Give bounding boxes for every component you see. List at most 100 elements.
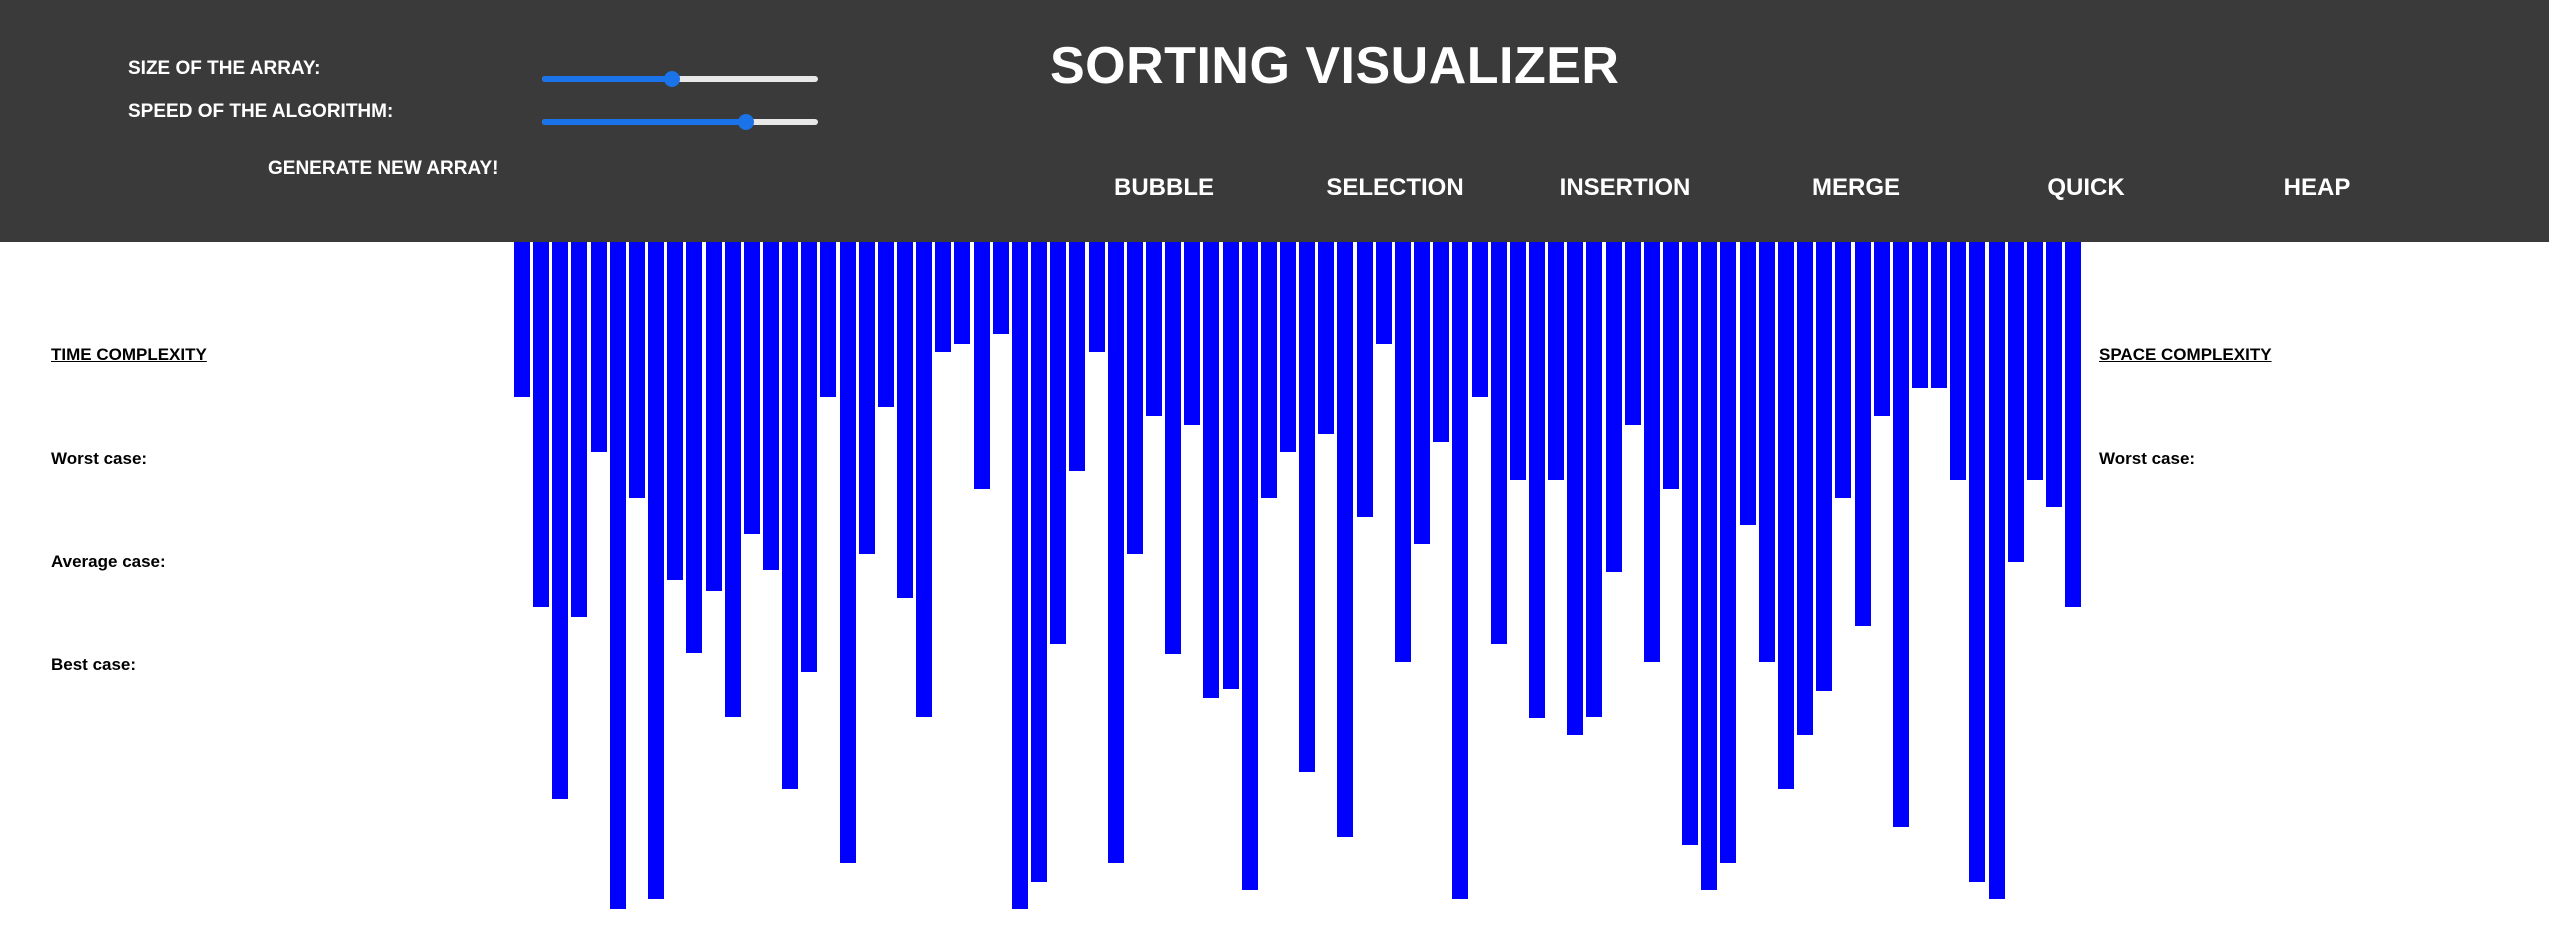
- array-bar: [1816, 242, 1832, 691]
- array-bar: [1989, 242, 2005, 899]
- array-bar: [629, 242, 645, 498]
- array-size-slider[interactable]: [542, 71, 818, 87]
- time-worst-case-label: Worst case:: [51, 449, 148, 468]
- array-bar: [667, 242, 683, 580]
- array-bar: [1950, 242, 1966, 480]
- space-complexity-heading: SPACE COMPLEXITY: [2099, 345, 2272, 364]
- array-bar: [1395, 242, 1411, 662]
- array-bar: [1663, 242, 1679, 489]
- array-bar: [1529, 242, 1545, 718]
- array-bar: [1893, 242, 1909, 827]
- array-bar: [2027, 242, 2043, 480]
- array-bar: [1567, 242, 1583, 735]
- merge-sort-button[interactable]: MERGE: [1811, 174, 1900, 201]
- array-bar: [1050, 242, 1066, 644]
- array-bar: [993, 242, 1009, 334]
- array-bar: [1835, 242, 1851, 498]
- array-bar: [591, 242, 607, 452]
- array-bar: [1203, 242, 1219, 698]
- array-bar: [1280, 242, 1296, 452]
- array-bar: [1778, 242, 1794, 789]
- algorithm-speed-slider[interactable]: [542, 114, 818, 130]
- array-bar: [1318, 242, 1334, 434]
- array-bar: [1108, 242, 1124, 863]
- array-bar: [2046, 242, 2062, 507]
- array-bars: [0, 242, 2549, 939]
- space-worst-case-label: Worst case:: [2099, 449, 2196, 468]
- array-bar: [1548, 242, 1564, 480]
- bubble-sort-button[interactable]: BUBBLE: [1114, 174, 1214, 201]
- array-bar: [1012, 242, 1028, 909]
- array-bar: [2008, 242, 2024, 562]
- array-bar: [1720, 242, 1736, 863]
- array-bar: [1089, 242, 1105, 352]
- array-bar: [725, 242, 741, 717]
- array-bar: [1146, 242, 1162, 416]
- array-bar: [1912, 242, 1928, 388]
- array-bar: [897, 242, 913, 598]
- array-bar: [1031, 242, 1047, 882]
- array-bar: [744, 242, 760, 534]
- header: SIZE OF THE ARRAY: SPEED OF THE ALGORITH…: [0, 0, 2549, 242]
- array-bar: [1931, 242, 1947, 388]
- heap-sort-button[interactable]: HEAP: [2283, 174, 2351, 201]
- array-size-slider-track: [542, 76, 818, 82]
- array-bar: [1433, 242, 1449, 442]
- array-bar: [571, 242, 587, 617]
- array-bar: [1740, 242, 1756, 525]
- array-bar: [974, 242, 990, 489]
- generate-new-array-button[interactable]: GENERATE NEW ARRAY!: [268, 158, 499, 179]
- array-bar: [2065, 242, 2081, 607]
- array-bar: [1797, 242, 1813, 735]
- array-bar: [1759, 242, 1775, 662]
- array-bar: [878, 242, 894, 407]
- array-bar: [1357, 242, 1373, 517]
- algorithm-speed-slider-fill: [542, 119, 747, 125]
- array-bar: [1261, 242, 1277, 498]
- quick-sort-button[interactable]: QUICK: [2047, 174, 2125, 201]
- array-bar: [1414, 242, 1430, 544]
- time-best-case-label: Best case:: [51, 655, 137, 674]
- array-bar: [1184, 242, 1200, 425]
- array-size-slider-thumb[interactable]: [663, 71, 680, 87]
- array-bar: [840, 242, 856, 863]
- array-bar: [1223, 242, 1239, 689]
- array-bar: [1452, 242, 1468, 899]
- insertion-sort-button[interactable]: INSERTION: [1559, 174, 1691, 201]
- array-bar: [1242, 242, 1258, 890]
- array-bar: [1510, 242, 1526, 480]
- array-bar: [782, 242, 798, 789]
- array-bar: [1299, 242, 1315, 772]
- array-bar: [1644, 242, 1660, 662]
- array-bar: [1855, 242, 1871, 626]
- algorithm-speed-slider-thumb[interactable]: [738, 114, 755, 130]
- array-bar: [1069, 242, 1085, 471]
- array-size-slider-fill: [542, 76, 672, 82]
- array-bar: [610, 242, 626, 909]
- array-bar: [514, 242, 530, 397]
- array-bar: [763, 242, 779, 570]
- array-bar: [1472, 242, 1488, 397]
- array-size-label: SIZE OF THE ARRAY:: [128, 58, 321, 79]
- array-bar: [706, 242, 722, 591]
- array-bar: [1376, 242, 1392, 344]
- page-title: SORTING VISUALIZER: [1050, 37, 1620, 95]
- array-bar: [1969, 242, 1985, 882]
- algorithm-speed-label: SPEED OF THE ALGORITHM:: [128, 101, 394, 122]
- array-bar: [533, 242, 549, 607]
- array-bar: [1165, 242, 1181, 654]
- array-bar: [1625, 242, 1641, 425]
- selection-sort-button[interactable]: SELECTION: [1326, 174, 1464, 201]
- array-bar: [1874, 242, 1890, 416]
- array-bar: [935, 242, 951, 352]
- array-bar: [1586, 242, 1602, 717]
- array-bar: [1491, 242, 1507, 644]
- array-bar: [1682, 242, 1698, 845]
- array-bar: [686, 242, 702, 653]
- array-bar: [916, 242, 932, 717]
- array-bar: [1127, 242, 1143, 554]
- array-bar: [1606, 242, 1622, 572]
- time-complexity-heading: TIME COMPLEXITY: [51, 345, 207, 364]
- array-bar: [801, 242, 817, 672]
- array-bar: [954, 242, 970, 344]
